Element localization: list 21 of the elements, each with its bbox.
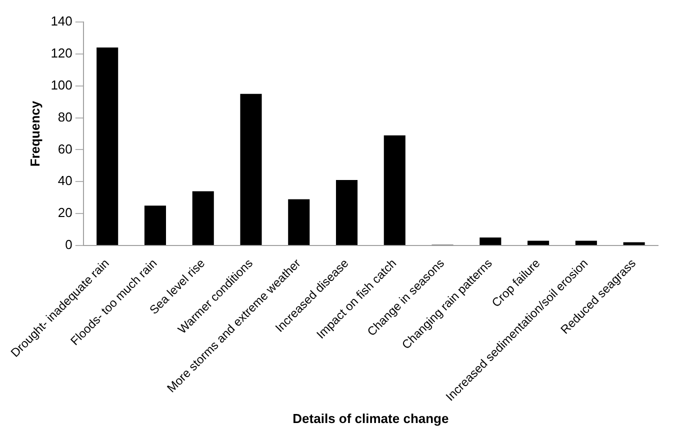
x-axis-title: Details of climate change — [292, 410, 449, 426]
bar — [240, 94, 262, 245]
y-tick-label: 0 — [65, 237, 72, 252]
bar — [623, 242, 645, 245]
y-tick-label: 40 — [58, 173, 72, 188]
bar — [144, 206, 166, 245]
y-tick-label: 140 — [50, 14, 72, 29]
bar — [575, 240, 597, 245]
y-tick-label: 100 — [50, 77, 72, 92]
bar — [192, 191, 214, 245]
y-tick-label: 120 — [50, 46, 72, 61]
y-tick-label: 20 — [58, 205, 72, 220]
bar — [384, 135, 406, 245]
bar — [288, 199, 310, 245]
y-tick-label: 60 — [58, 141, 72, 156]
bar — [96, 48, 118, 245]
bar — [336, 180, 358, 245]
bar — [528, 240, 550, 245]
bar — [480, 238, 502, 245]
y-tick-label: 80 — [58, 109, 72, 124]
y-axis-title: Frequency — [27, 100, 42, 167]
